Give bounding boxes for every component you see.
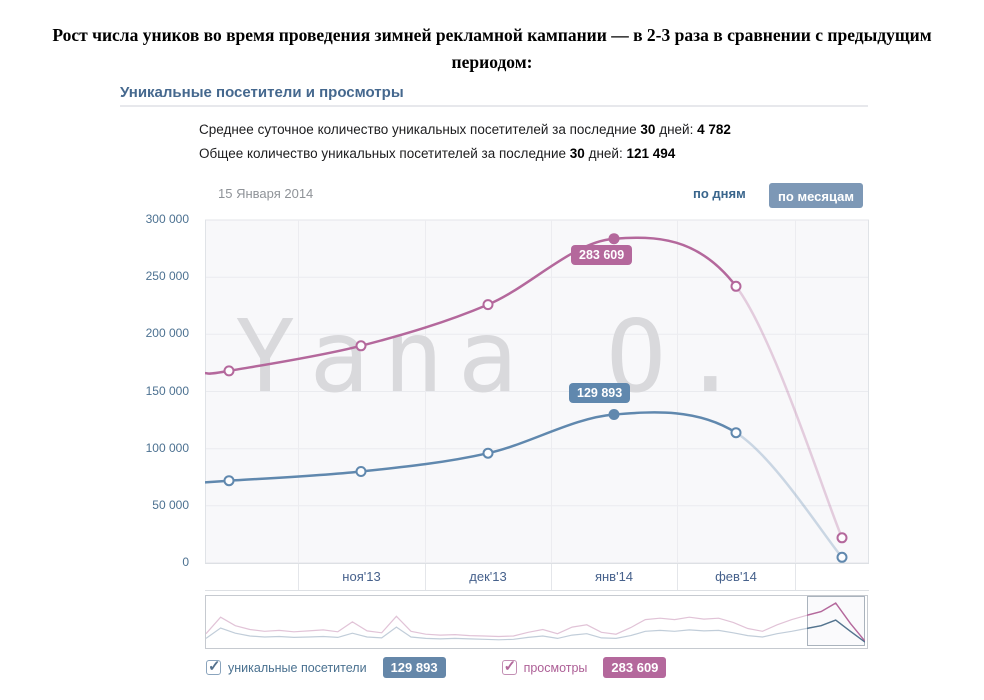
x-tick-label: дек'13 <box>469 569 507 584</box>
y-tick-label: 150 000 <box>145 383 189 398</box>
stat-total: Общее количество уникальных посетителей … <box>199 146 676 161</box>
x-tick-label: янв'14 <box>594 569 634 584</box>
stat-average: Среднее суточное количество уникальных п… <box>199 122 731 137</box>
by-days-link[interactable]: по дням <box>693 186 746 201</box>
x-axis-separator <box>425 564 426 590</box>
views-legend-label[interactable]: просмотры <box>523 660 588 675</box>
views-peak-datalabel: 283 609 <box>571 245 633 265</box>
y-tick-label: 250 000 <box>145 269 189 284</box>
visitors-value-badge: 129 893 <box>382 657 446 678</box>
check-icon: ✓ <box>503 658 517 675</box>
x-tick-label: фев'14 <box>715 569 757 584</box>
y-tick-label: 50 000 <box>152 497 189 512</box>
section-title: Уникальные посетители и просмотры <box>120 84 404 101</box>
x-axis-separator <box>677 564 678 590</box>
stat-average-value: 4 782 <box>697 122 731 137</box>
section-divider <box>120 105 868 107</box>
main-chart-plot[interactable]: Yana O. <box>205 213 869 563</box>
page-title: Рост числа уников во время проведения зи… <box>52 25 932 72</box>
x-tick-label: ноя'13 <box>342 569 381 584</box>
y-tick-label: 200 000 <box>145 326 189 341</box>
visitors-legend-label[interactable]: уникальные посетители <box>228 660 367 675</box>
svg-text:Yana O.: Yana O. <box>235 298 754 415</box>
check-icon: ✓ <box>208 658 221 675</box>
views-value-badge: 283 609 <box>603 657 667 678</box>
stats-block: Среднее суточное количество уникальных п… <box>199 118 731 166</box>
x-axis-separator <box>795 564 796 590</box>
y-tick-label: 0 <box>182 555 189 569</box>
y-tick-label: 300 000 <box>145 212 189 226</box>
x-axis-separator <box>551 564 552 590</box>
chart-date-label: 15 Января 2014 <box>218 186 314 201</box>
visitors-peak-datalabel: 129 893 <box>569 383 631 403</box>
visitors-checkbox[interactable]: ✓ <box>206 658 221 675</box>
y-axis-labels: 300 000 250 000 200 000 150 000 100 000 50 00… <box>120 212 197 569</box>
x-axis-strip: ноя'13 дек'13 янв'14 фев'14 <box>205 563 869 591</box>
chart-area: Yana O. 283 609 129 893 ноя'13 дек'13 янв'… <box>205 213 869 683</box>
stat-total-value: 121 494 <box>626 146 676 161</box>
x-axis-separator <box>298 564 299 590</box>
y-tick-label: 100 000 <box>145 440 189 455</box>
navigator-minichart[interactable] <box>205 595 868 649</box>
chart-legend: ✓ уникальные посетители 129 893 ✓ просмо… <box>206 657 667 678</box>
views-checkbox[interactable]: ✓ <box>501 658 517 675</box>
by-months-button[interactable]: по месяцам <box>769 183 863 208</box>
